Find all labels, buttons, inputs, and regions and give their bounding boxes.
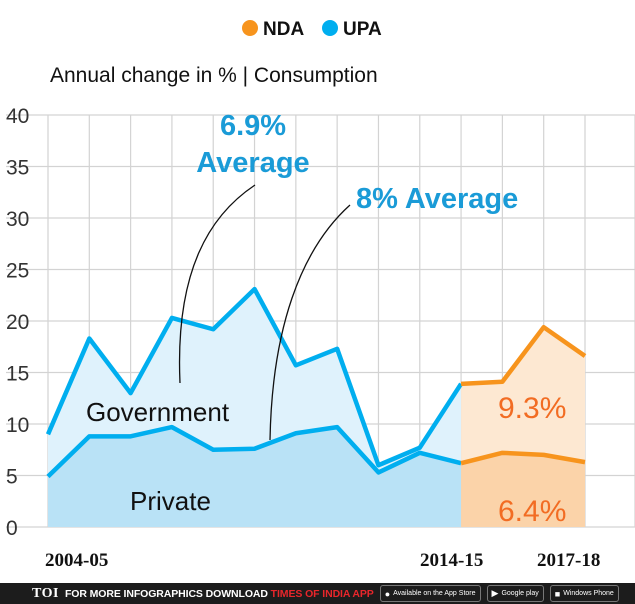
windows-phone-label: Windows Phone <box>563 590 614 597</box>
y-tick-label: 40 <box>6 105 29 128</box>
legend-nda-label: NDA <box>263 19 304 40</box>
google-play-label: Google play <box>501 590 539 597</box>
legend: NDA UPA <box>242 19 382 40</box>
legend-nda-dot <box>242 20 258 36</box>
y-tick-label: 0 <box>6 517 18 540</box>
legend-upa-label: UPA <box>343 19 382 40</box>
y-tick-label: 20 <box>6 311 29 334</box>
nda-private-avg: 6.4% <box>498 495 566 528</box>
y-axis-ticks: 0 5 10 15 20 25 30 35 40 <box>6 105 29 540</box>
footer-promo-text: FOR MORE INFOGRAPHICS DOWNLOAD TIMES OF … <box>65 588 374 600</box>
x-tick-label: 2014-15 <box>420 550 483 571</box>
leader-line-private <box>269 204 351 441</box>
upa-avg-value: 6.9% <box>220 110 286 142</box>
upa-avg-label: Average <box>196 147 309 179</box>
series-label-government: Government <box>86 397 230 427</box>
legend-upa-dot <box>322 20 338 36</box>
windows-icon: ■ <box>554 588 561 599</box>
y-tick-label: 30 <box>6 208 29 231</box>
x-axis-ticks: 2004-05 2014-15 2017-18 <box>45 550 600 571</box>
y-tick-label: 25 <box>6 260 29 283</box>
area-government-nda <box>461 327 585 464</box>
footer-banner: TOI FOR MORE INFOGRAPHICS DOWNLOAD TIMES… <box>0 583 635 604</box>
chart-title: Annual change in % | Consumption <box>50 64 378 87</box>
play-icon: ▶ <box>491 588 499 598</box>
line-private-upa <box>46 424 462 479</box>
app-store-label: Available on the App Store <box>393 590 476 597</box>
app-store-badge[interactable]: ● Available on the App Store <box>379 585 481 602</box>
promo-text: FOR MORE INFOGRAPHICS DOWNLOAD <box>64 587 271 600</box>
toi-logo: TOI <box>0 585 65 602</box>
windows-phone-badge[interactable]: ■ Windows Phone <box>549 585 619 602</box>
consumption-chart: NDA UPA Annual change in % | Consumption… <box>6 19 635 571</box>
x-tick-label: 2017-18 <box>537 550 600 571</box>
y-tick-label: 10 <box>6 414 29 437</box>
apple-icon: ● <box>384 588 391 599</box>
line-government-upa <box>45 286 463 468</box>
leader-line-government <box>178 184 256 384</box>
series-lines <box>45 286 587 479</box>
line-private-nda <box>460 450 586 466</box>
google-play-badge[interactable]: ▶ Google play <box>486 585 544 602</box>
y-tick-label: 35 <box>6 157 29 180</box>
series-label-private: Private <box>130 486 211 516</box>
y-tick-label: 15 <box>6 363 29 386</box>
upa-avg-government: 8% Average <box>356 183 518 215</box>
promo-app-name: TIMES OF INDIA APP <box>270 587 374 600</box>
x-tick-label: 2004-05 <box>45 550 108 571</box>
line-government-nda <box>460 324 587 387</box>
nda-government-avg: 9.3% <box>498 392 566 425</box>
area-private-nda <box>461 452 585 527</box>
y-tick-label: 5 <box>6 466 18 489</box>
